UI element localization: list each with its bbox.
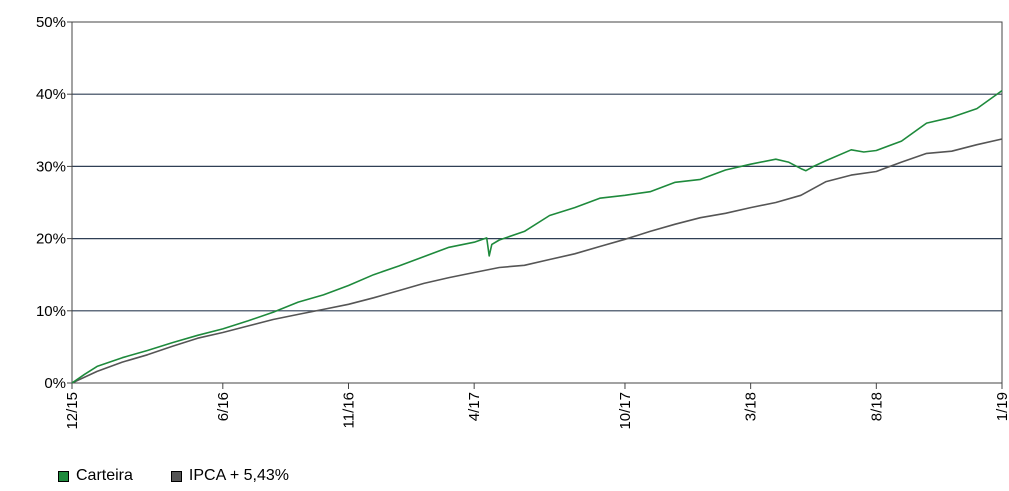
series-line-carteira <box>71 89 1003 384</box>
x-tick-label: 6/16 <box>215 392 232 421</box>
legend-swatch-carteira <box>58 470 69 482</box>
y-tick-label: 30% <box>36 158 66 175</box>
legend-label-carteira: Carteira <box>76 467 133 484</box>
series-lines <box>71 89 1003 384</box>
gridlines <box>72 93 1002 312</box>
x-tick-label: 11/16 <box>340 392 357 428</box>
x-tick-label: 4/17 <box>466 392 483 421</box>
legend-item-ipca: IPCA + 5,43% <box>170 467 289 485</box>
x-axis-ticks: 12/15 6/16 11/16 4/17 10/17 3/18 8/18 1/19 <box>64 383 1009 430</box>
y-tick-label: 0% <box>44 375 66 392</box>
plot-area-border <box>71 21 1003 384</box>
legend: Carteira IPCA + 5,43% <box>58 467 327 485</box>
x-tick-label: 8/18 <box>868 392 885 421</box>
y-tick-label: 50% <box>36 14 66 31</box>
x-tick-label: 3/18 <box>743 392 760 421</box>
y-tick-label: 40% <box>36 86 66 103</box>
y-axis-ticks: 0% 10% 20% 30% 40% 50% <box>36 14 72 392</box>
legend-item-carteira: Carteira <box>58 467 133 485</box>
y-tick-label: 10% <box>36 303 66 320</box>
legend-label-ipca: IPCA + 5,43% <box>188 467 289 484</box>
x-tick-label: 12/15 <box>64 392 81 430</box>
x-tick-label: 1/19 <box>994 392 1009 421</box>
legend-swatch-ipca <box>170 470 182 482</box>
series-line-ipca <box>71 138 1003 384</box>
x-tick-label: 10/17 <box>617 392 634 430</box>
y-tick-label: 20% <box>36 231 66 248</box>
